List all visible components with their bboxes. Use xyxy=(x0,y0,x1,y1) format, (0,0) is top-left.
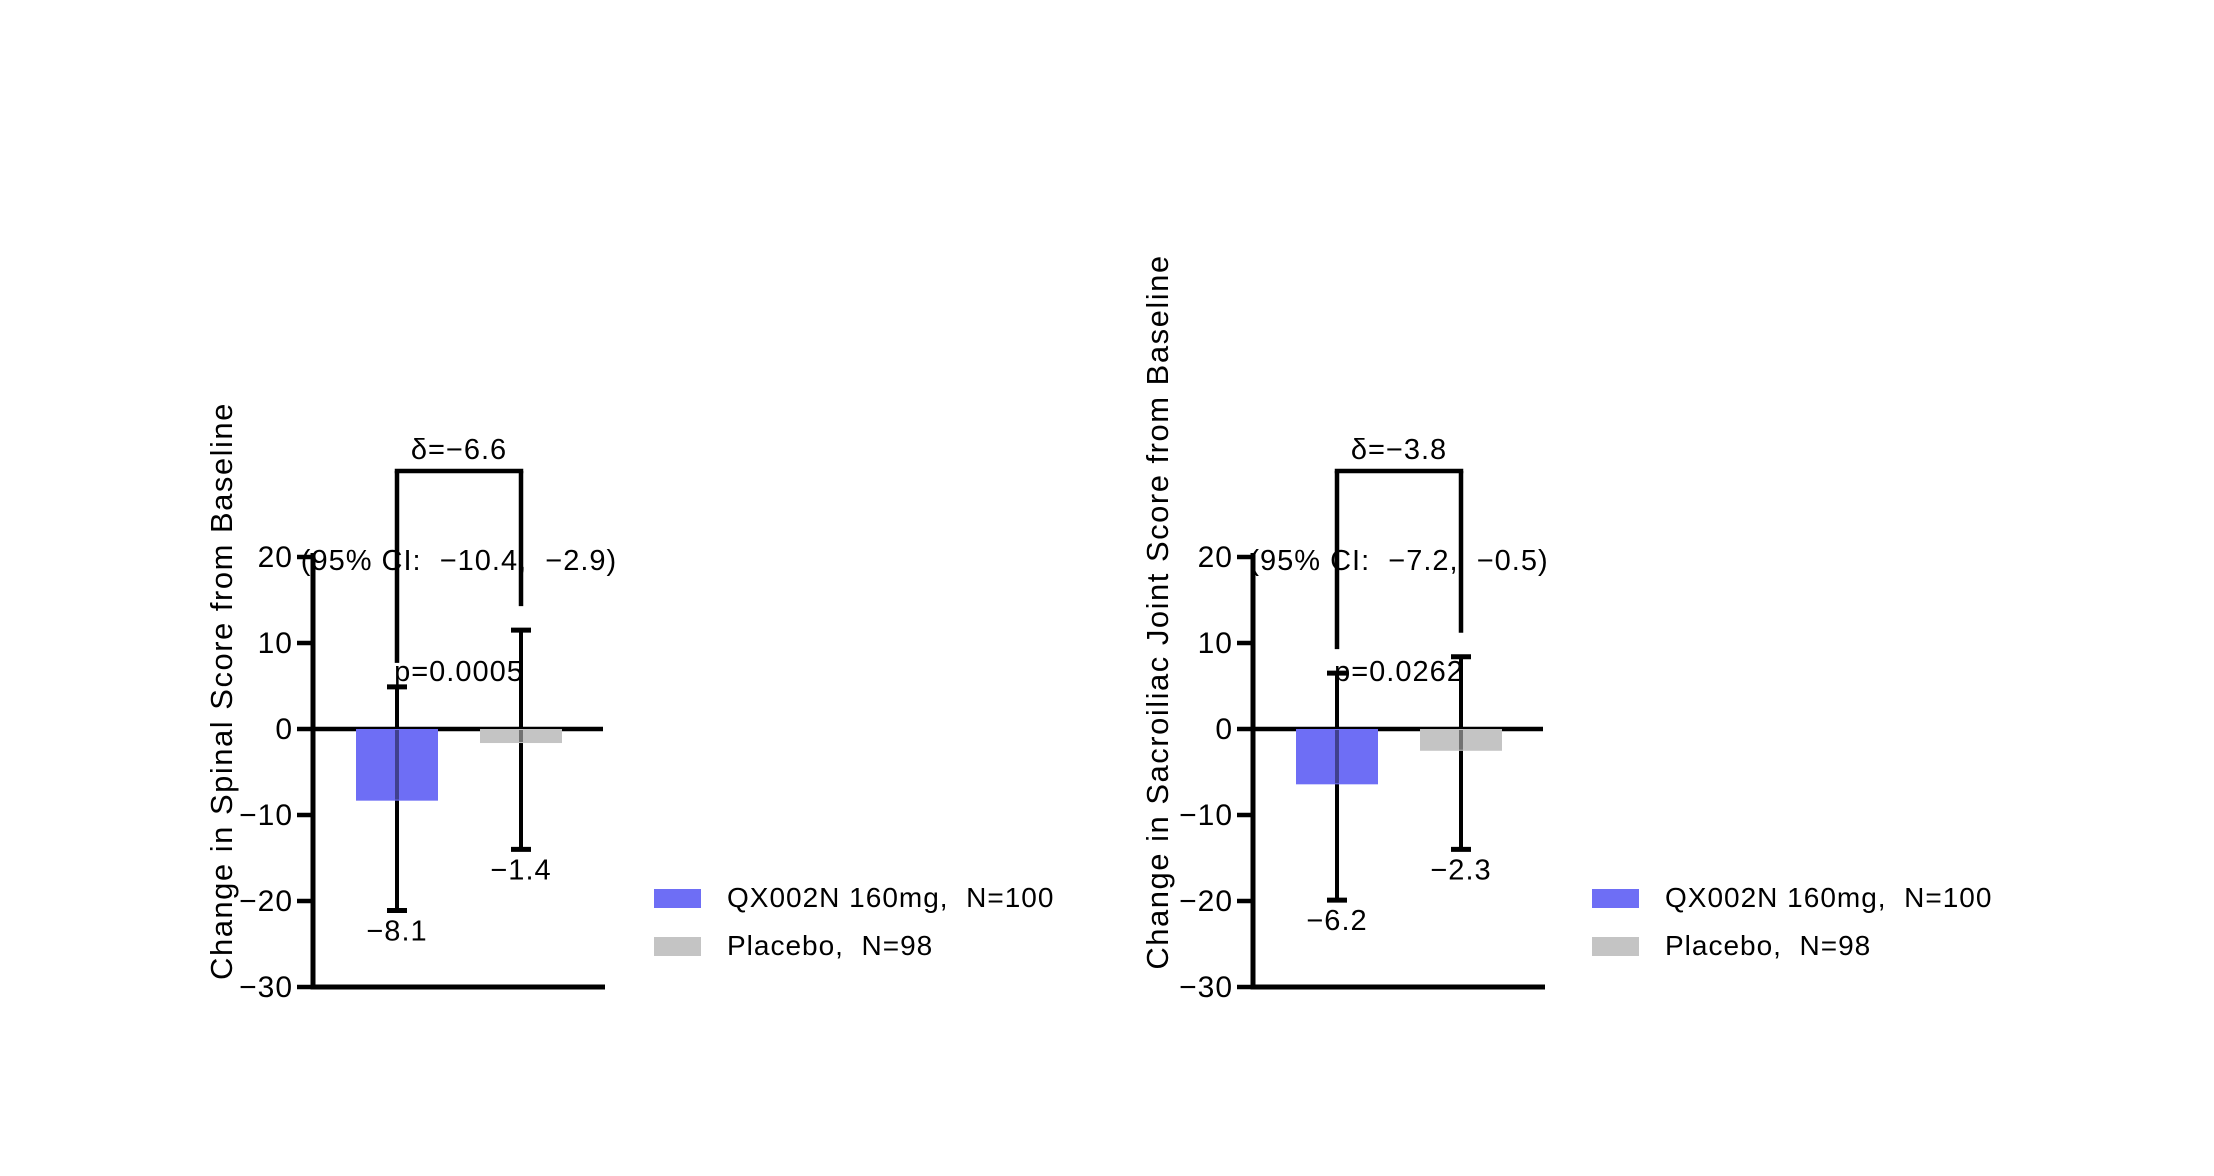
bar-treatment-sacroiliac xyxy=(1296,729,1378,785)
y-tick-label-spinal: 10 xyxy=(258,627,293,660)
legend-label-treatment: QX002N 160mg, N=100 xyxy=(727,882,1055,913)
placebo-color-swatch xyxy=(654,936,701,956)
legend-label-placebo: Placebo, N=98 xyxy=(1665,930,1872,961)
bar-placebo-spinal xyxy=(480,729,562,744)
treatment-color-swatch xyxy=(654,888,701,908)
ci-label: (95% CI: −10.4, −2.9) xyxy=(300,545,618,577)
bar-treatment-spinal xyxy=(356,729,438,801)
y-tick-label-sacroiliac: −20 xyxy=(1179,885,1233,918)
legend-item-treatment: QX002N 160mg, N=100 xyxy=(654,881,1054,915)
y-tick-label-sacroiliac: 10 xyxy=(1198,627,1233,660)
y-tick-label-spinal: −20 xyxy=(239,885,293,918)
y-tick-label-spinal: −30 xyxy=(239,971,293,1004)
bar-value-label-placebo: −1.4 xyxy=(490,854,551,886)
ci-label: (95% CI: −7.2, −0.5) xyxy=(1249,545,1549,577)
legend-item-placebo: Placebo, N=98 xyxy=(1592,929,1992,963)
legend-spinal: QX002N 160mg, N=100 Placebo, N=98 xyxy=(654,881,1054,963)
y-tick-label-sacroiliac: 0 xyxy=(1215,713,1233,746)
comparison-annotation-sacroiliac: δ=−3.8 (95% CI: −7.2, −0.5) p=0.0262 xyxy=(1119,358,1679,765)
placebo-color-swatch xyxy=(1592,936,1639,956)
legend-sacroiliac: QX002N 160mg, N=100 Placebo, N=98 xyxy=(1592,881,1992,963)
p-value-label: p=0.0262 xyxy=(1334,656,1464,688)
p-value-label: p=0.0005 xyxy=(394,656,524,688)
delta-label: δ=−6.6 xyxy=(410,434,508,466)
y-tick-label-spinal: 20 xyxy=(258,541,293,574)
treatment-color-swatch xyxy=(1592,888,1639,908)
legend-label-treatment: QX002N 160mg, N=100 xyxy=(1665,882,1993,913)
y-tick-label-sacroiliac: −10 xyxy=(1179,799,1233,832)
bar-value-label-treatment: −8.1 xyxy=(366,915,427,947)
y-tick-label-sacroiliac: 20 xyxy=(1198,541,1233,574)
y-tick-label-spinal: −10 xyxy=(239,799,293,832)
y-tick-label-spinal: 0 xyxy=(275,713,293,746)
legend-label-placebo: Placebo, N=98 xyxy=(727,930,934,961)
bar-value-label-treatment: −6.2 xyxy=(1306,905,1367,937)
legend-item-placebo: Placebo, N=98 xyxy=(654,929,1054,963)
comparison-annotation-spinal: δ=−6.6 (95% CI: −10.4, −2.9) p=0.0005 xyxy=(179,358,739,765)
legend-item-treatment: QX002N 160mg, N=100 xyxy=(1592,881,1992,915)
delta-label: δ=−3.8 xyxy=(1350,434,1448,466)
y-tick-label-sacroiliac: −30 xyxy=(1179,971,1233,1004)
bar-placebo-sacroiliac xyxy=(1420,729,1502,751)
bar-value-label-placebo: −2.3 xyxy=(1430,854,1491,886)
